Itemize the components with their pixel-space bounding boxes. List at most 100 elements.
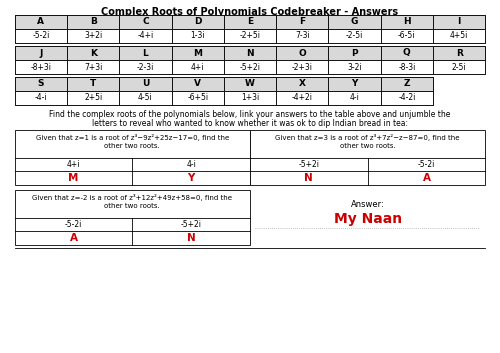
Bar: [14, 190, 250, 245]
Text: A: A: [70, 233, 78, 243]
Bar: [224, 46, 276, 60]
Bar: [380, 60, 433, 74]
Text: other two roots.: other two roots.: [104, 143, 160, 149]
Text: Given that z=1 is a root of z³−9z²+25z−17=0, find the: Given that z=1 is a root of z³−9z²+25z−1…: [36, 134, 229, 141]
Text: I: I: [458, 18, 461, 26]
Text: P: P: [352, 48, 358, 58]
Bar: [14, 60, 67, 74]
Text: N: N: [304, 173, 313, 183]
Text: -2-3i: -2-3i: [136, 62, 154, 72]
Text: E: E: [247, 18, 253, 26]
Bar: [224, 77, 276, 91]
Text: -4-2i: -4-2i: [398, 94, 415, 102]
Text: -5-2i: -5-2i: [418, 160, 435, 169]
Bar: [120, 46, 172, 60]
Bar: [380, 46, 433, 60]
Text: 4+5i: 4+5i: [450, 31, 468, 41]
Bar: [328, 15, 380, 29]
Bar: [172, 15, 224, 29]
Bar: [14, 29, 67, 43]
Text: M: M: [68, 173, 78, 183]
Text: Y: Y: [352, 79, 358, 89]
Text: -2-5i: -2-5i: [346, 31, 364, 41]
Text: 2+5i: 2+5i: [84, 94, 102, 102]
Text: other two roots.: other two roots.: [340, 143, 396, 149]
Text: Y: Y: [188, 173, 195, 183]
Bar: [276, 77, 328, 91]
Text: 3+2i: 3+2i: [84, 31, 102, 41]
Text: V: V: [194, 79, 201, 89]
Text: N: N: [246, 48, 254, 58]
Text: A: A: [422, 173, 430, 183]
Bar: [14, 46, 67, 60]
Text: -4-i: -4-i: [34, 94, 47, 102]
Bar: [433, 60, 486, 74]
Bar: [172, 77, 224, 91]
Bar: [250, 130, 486, 185]
Bar: [224, 91, 276, 105]
Bar: [380, 91, 433, 105]
Text: letters to reveal who wanted to know whether it was ok to dip Indian bread in te: letters to reveal who wanted to know whe…: [92, 119, 408, 128]
Bar: [14, 15, 67, 29]
Text: J: J: [39, 48, 42, 58]
Bar: [120, 15, 172, 29]
Bar: [67, 91, 120, 105]
Text: 1-3i: 1-3i: [190, 31, 205, 41]
Bar: [380, 15, 433, 29]
Bar: [328, 60, 380, 74]
Bar: [433, 29, 486, 43]
Text: -5+2i: -5+2i: [240, 62, 260, 72]
Text: L: L: [142, 48, 148, 58]
Text: -2+5i: -2+5i: [240, 31, 260, 41]
Bar: [328, 29, 380, 43]
Text: -8-3i: -8-3i: [398, 62, 415, 72]
Text: 4+i: 4+i: [191, 62, 204, 72]
Text: -5+2i: -5+2i: [298, 160, 320, 169]
Text: D: D: [194, 18, 202, 26]
Text: A: A: [38, 18, 44, 26]
Text: Given that z=3 is a root of z³+7z²−z−87=0, find the: Given that z=3 is a root of z³+7z²−z−87=…: [276, 134, 460, 141]
Text: -5-2i: -5-2i: [65, 220, 82, 229]
Bar: [380, 29, 433, 43]
Text: Given that z=-2 is a root of z³+12z²+49z+58=0, find the: Given that z=-2 is a root of z³+12z²+49z…: [32, 194, 232, 201]
Bar: [172, 29, 224, 43]
Text: F: F: [299, 18, 306, 26]
Bar: [224, 15, 276, 29]
Text: 7+3i: 7+3i: [84, 62, 102, 72]
Text: W: W: [245, 79, 255, 89]
Text: -8+3i: -8+3i: [30, 62, 52, 72]
Text: X: X: [299, 79, 306, 89]
Text: G: G: [351, 18, 358, 26]
Bar: [380, 77, 433, 91]
Bar: [14, 77, 67, 91]
Bar: [328, 46, 380, 60]
Bar: [120, 29, 172, 43]
Text: T: T: [90, 79, 96, 89]
Bar: [276, 46, 328, 60]
Text: 4-i: 4-i: [186, 160, 196, 169]
Text: 4-5i: 4-5i: [138, 94, 153, 102]
Text: 2-5i: 2-5i: [452, 62, 466, 72]
Text: Find the complex roots of the polynomials below, link your answers to the table : Find the complex roots of the polynomial…: [50, 110, 450, 119]
Bar: [328, 77, 380, 91]
Text: -4+2i: -4+2i: [292, 94, 313, 102]
Bar: [67, 29, 120, 43]
Bar: [224, 29, 276, 43]
Bar: [433, 46, 486, 60]
Bar: [67, 15, 120, 29]
Text: other two roots.: other two roots.: [104, 203, 160, 209]
Text: -4+i: -4+i: [138, 31, 154, 41]
Text: -2+3i: -2+3i: [292, 62, 313, 72]
Text: 7-3i: 7-3i: [295, 31, 310, 41]
Text: 1+3i: 1+3i: [241, 94, 259, 102]
Bar: [433, 15, 486, 29]
Bar: [67, 77, 120, 91]
Text: -5+2i: -5+2i: [180, 220, 202, 229]
Bar: [224, 60, 276, 74]
Text: H: H: [403, 18, 410, 26]
Bar: [120, 77, 172, 91]
Bar: [120, 91, 172, 105]
Bar: [14, 46, 486, 74]
Bar: [172, 46, 224, 60]
Text: Answer:: Answer:: [351, 200, 384, 209]
